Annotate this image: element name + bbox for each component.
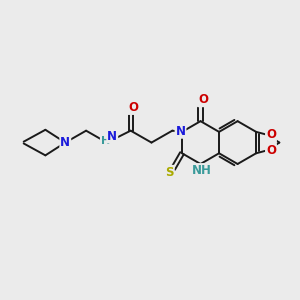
Text: S: S [165,166,174,179]
Text: O: O [266,128,276,141]
Text: N: N [176,125,185,138]
Text: N: N [60,136,70,149]
Text: O: O [128,101,138,114]
Text: O: O [266,144,276,157]
Text: NH: NH [192,164,212,177]
Text: O: O [198,93,208,106]
Text: H: H [101,136,110,146]
Text: N: N [107,130,117,142]
